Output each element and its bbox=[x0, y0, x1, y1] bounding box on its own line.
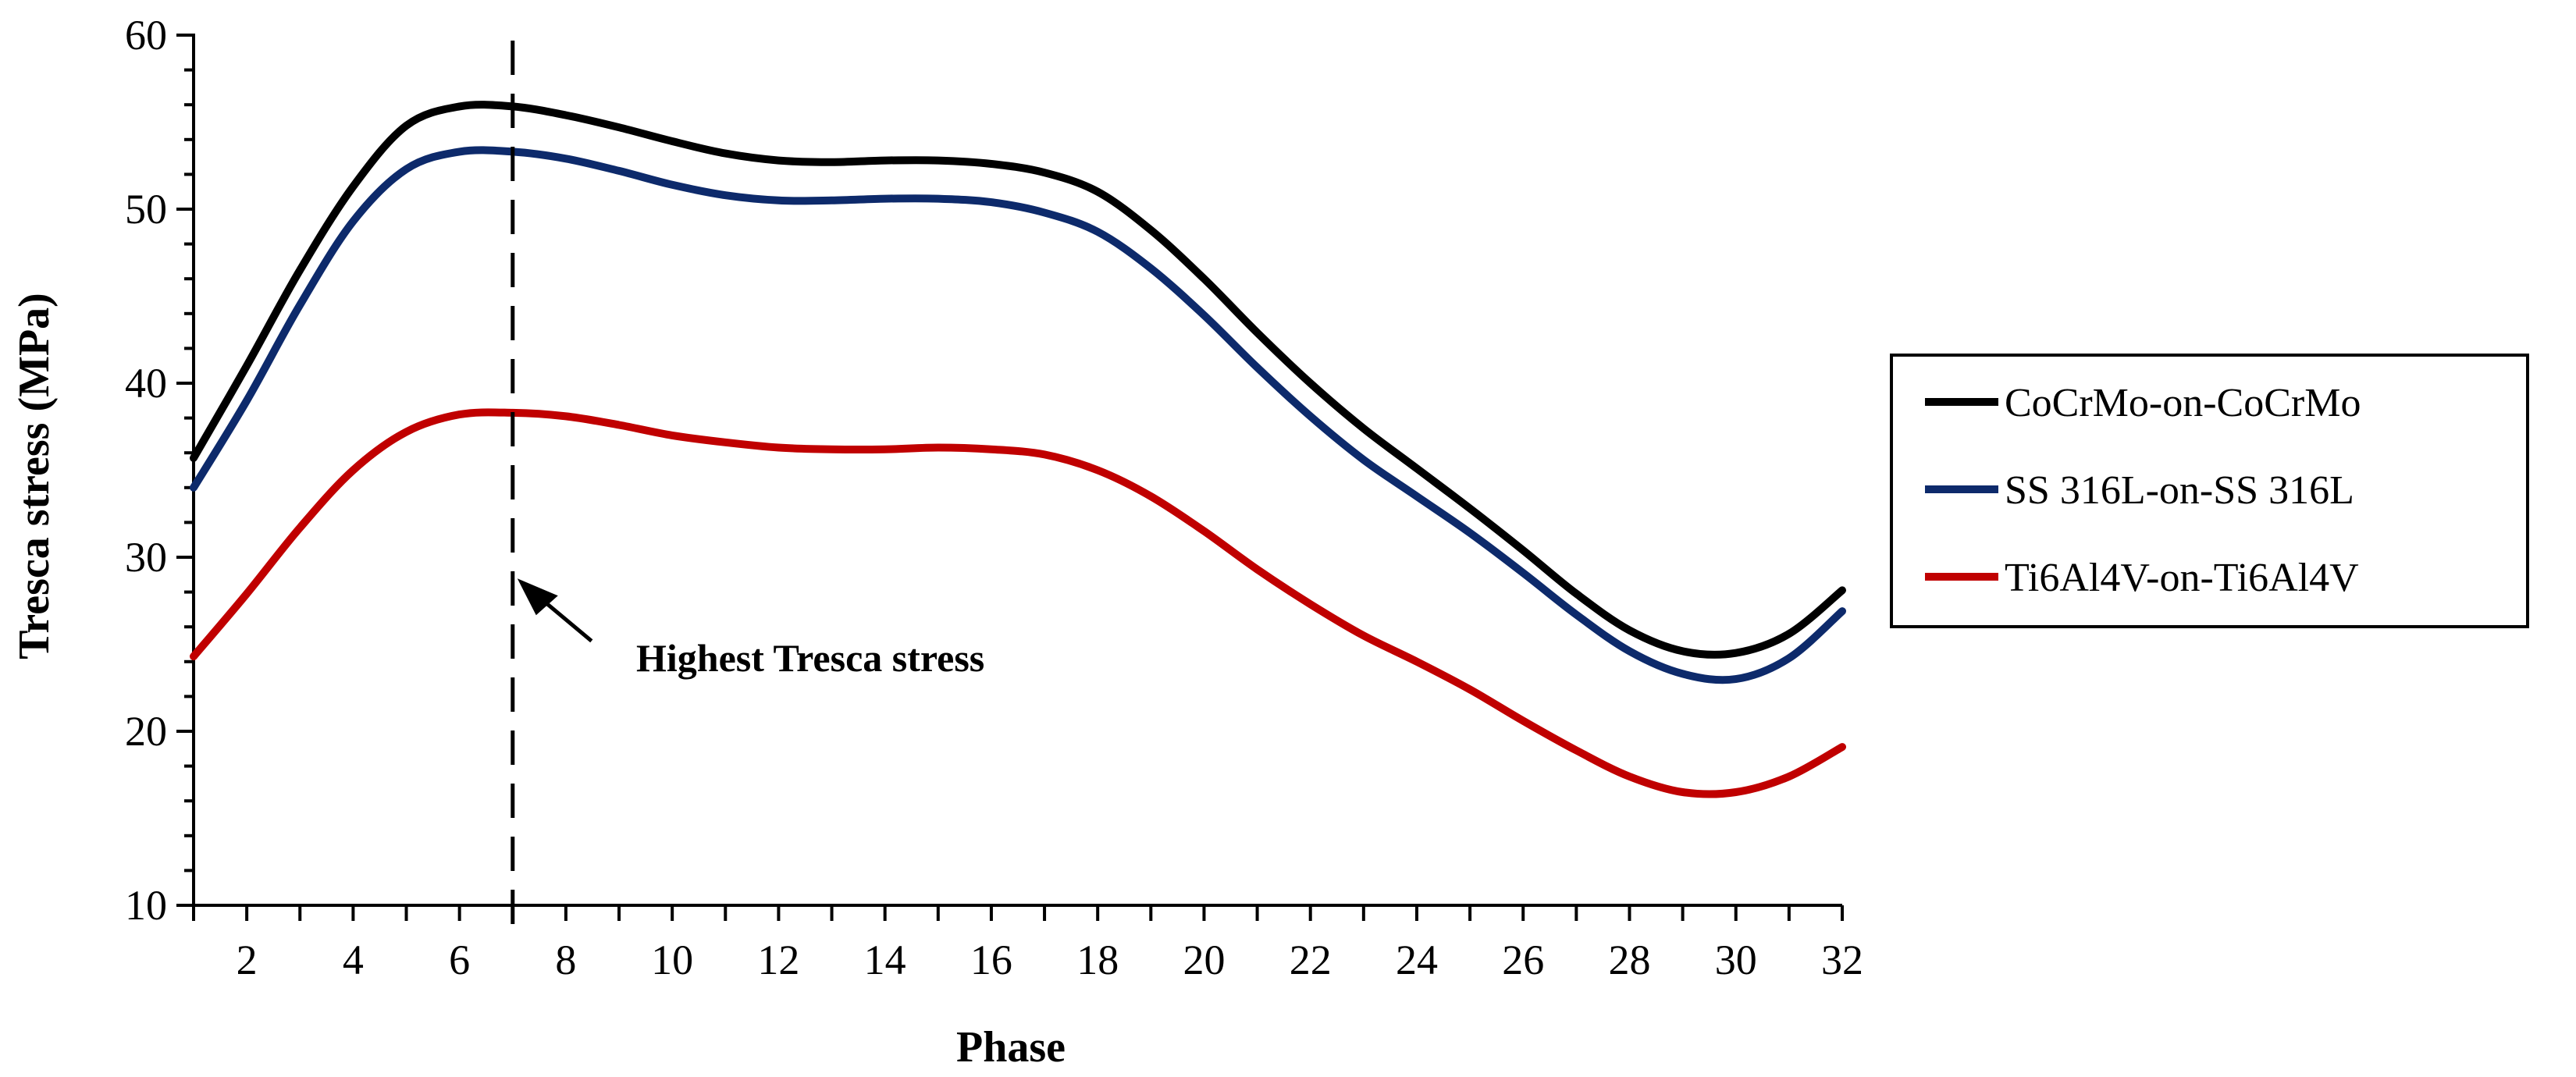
series-line-ss316l bbox=[190, 146, 1846, 684]
x-axis: 2 4 6 8 10 12 14 16 18 20 22 24 26 28 30 32 bbox=[192, 904, 1863, 983]
x-tick-label: 16 bbox=[970, 937, 1012, 983]
legend-label: SS 316L-on-SS 316L bbox=[2005, 468, 2354, 513]
annotation-label: Highest Tresca stress bbox=[636, 636, 984, 680]
x-tick-label: 10 bbox=[651, 937, 693, 983]
series-lines bbox=[190, 101, 1846, 798]
y-tick-label: 20 bbox=[125, 708, 167, 755]
x-tick-label: 2 bbox=[237, 937, 258, 983]
series-line-cocrmo bbox=[190, 101, 1846, 659]
x-tick-label: 30 bbox=[1715, 937, 1757, 983]
x-tick-label: 22 bbox=[1290, 937, 1332, 983]
legend-label: Ti6Al4V-on-Ti6Al4V bbox=[2005, 556, 2359, 600]
legend-label: CoCrMo-on-CoCrMo bbox=[2005, 381, 2361, 425]
legend-entry-ss316l: SS 316L-on-SS 316L bbox=[1925, 468, 2354, 513]
x-tick-label: 18 bbox=[1076, 937, 1119, 983]
x-tick-label: 26 bbox=[1502, 937, 1544, 983]
x-tick-label: 28 bbox=[1608, 937, 1650, 983]
legend: CoCrMo-on-CoCrMo SS 316L-on-SS 316L Ti6Al4… bbox=[1890, 354, 2529, 628]
y-tick-label: 40 bbox=[125, 360, 167, 407]
x-axis-title: Phase bbox=[956, 1023, 1066, 1072]
x-tick-label: 24 bbox=[1396, 937, 1438, 983]
legend-entry-ti6al4v: Ti6Al4V-on-Ti6Al4V bbox=[1925, 556, 2359, 600]
y-tick-label: 10 bbox=[125, 882, 167, 929]
legend-entry-cocrmo: CoCrMo-on-CoCrMo bbox=[1925, 381, 2361, 425]
x-tick-label: 4 bbox=[343, 937, 364, 983]
series-line-ti6al4v bbox=[190, 408, 1846, 798]
x-tick-label: 14 bbox=[864, 937, 906, 983]
x-tick-label: 8 bbox=[555, 937, 576, 983]
y-tick-label: 60 bbox=[125, 12, 167, 59]
y-tick-label: 30 bbox=[125, 534, 167, 581]
y-axis: 10 20 30 40 50 60 bbox=[125, 12, 195, 929]
x-tick-label: 12 bbox=[757, 937, 799, 983]
y-axis-title: Tresca stress (MPa) bbox=[10, 293, 59, 659]
x-tick-label: 20 bbox=[1183, 937, 1225, 983]
highest-stress-marker: Highest Tresca stress bbox=[511, 41, 984, 940]
y-tick-label: 50 bbox=[125, 186, 167, 233]
x-tick-label: 6 bbox=[449, 937, 470, 983]
annotation-arrow-head bbox=[517, 578, 558, 616]
x-tick-label: 32 bbox=[1821, 937, 1863, 983]
